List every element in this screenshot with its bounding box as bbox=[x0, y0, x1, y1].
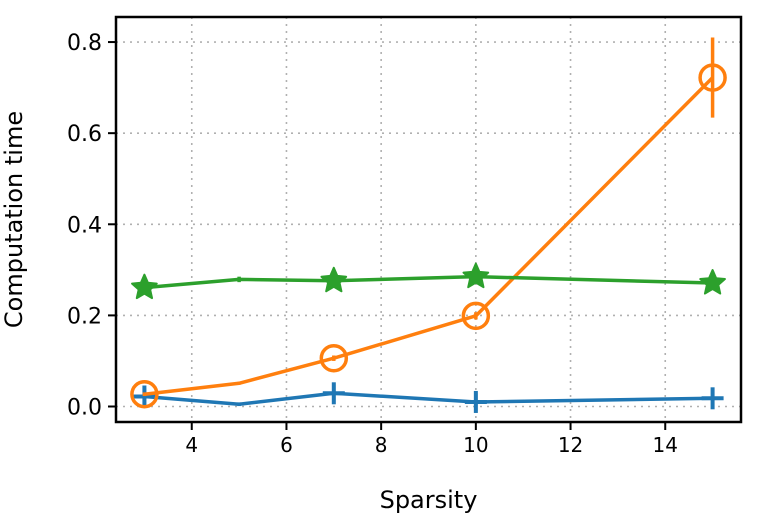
axes-frame bbox=[114, 15, 743, 424]
data-point bbox=[464, 390, 487, 413]
series-3 bbox=[131, 262, 726, 300]
data-point bbox=[322, 382, 345, 405]
data-point bbox=[699, 269, 726, 295]
y-tick-label: 0.2 bbox=[67, 304, 102, 329]
x-tick-label: 12 bbox=[558, 433, 583, 457]
x-tick-label: 14 bbox=[653, 433, 678, 457]
series-layer bbox=[130, 37, 727, 413]
data-point bbox=[131, 273, 158, 300]
x-axis-ticks: 4 6 8 10 12 14 bbox=[185, 422, 678, 457]
series-1 bbox=[133, 382, 724, 413]
data-point bbox=[320, 266, 348, 293]
y-axis-ticks: 0.0 0.2 0.4 0.6 0.8 bbox=[67, 31, 116, 421]
x-axis-label: Sparsity bbox=[380, 486, 478, 514]
series-line bbox=[144, 76, 714, 396]
data-point bbox=[461, 301, 491, 331]
x-tick-label: 4 bbox=[185, 433, 198, 457]
series-line bbox=[144, 274, 713, 290]
y-tick-label: 0.4 bbox=[67, 213, 102, 238]
grid bbox=[116, 17, 741, 422]
x-tick-label: 6 bbox=[280, 433, 293, 457]
y-tick-label: 0.8 bbox=[67, 31, 102, 56]
series-2 bbox=[130, 37, 727, 409]
data-point bbox=[701, 387, 724, 410]
data-point bbox=[133, 385, 156, 408]
x-tick-label: 8 bbox=[375, 433, 388, 457]
y-axis-label: Computation time bbox=[0, 111, 28, 328]
y-tick-label: 0.0 bbox=[67, 396, 102, 421]
data-point bbox=[130, 379, 159, 409]
data-point bbox=[698, 63, 727, 92]
series-line bbox=[144, 391, 713, 406]
data-point bbox=[462, 262, 490, 289]
y-tick-label: 0.6 bbox=[67, 122, 102, 147]
x-tick-label: 10 bbox=[463, 433, 488, 457]
data-point bbox=[319, 343, 349, 373]
